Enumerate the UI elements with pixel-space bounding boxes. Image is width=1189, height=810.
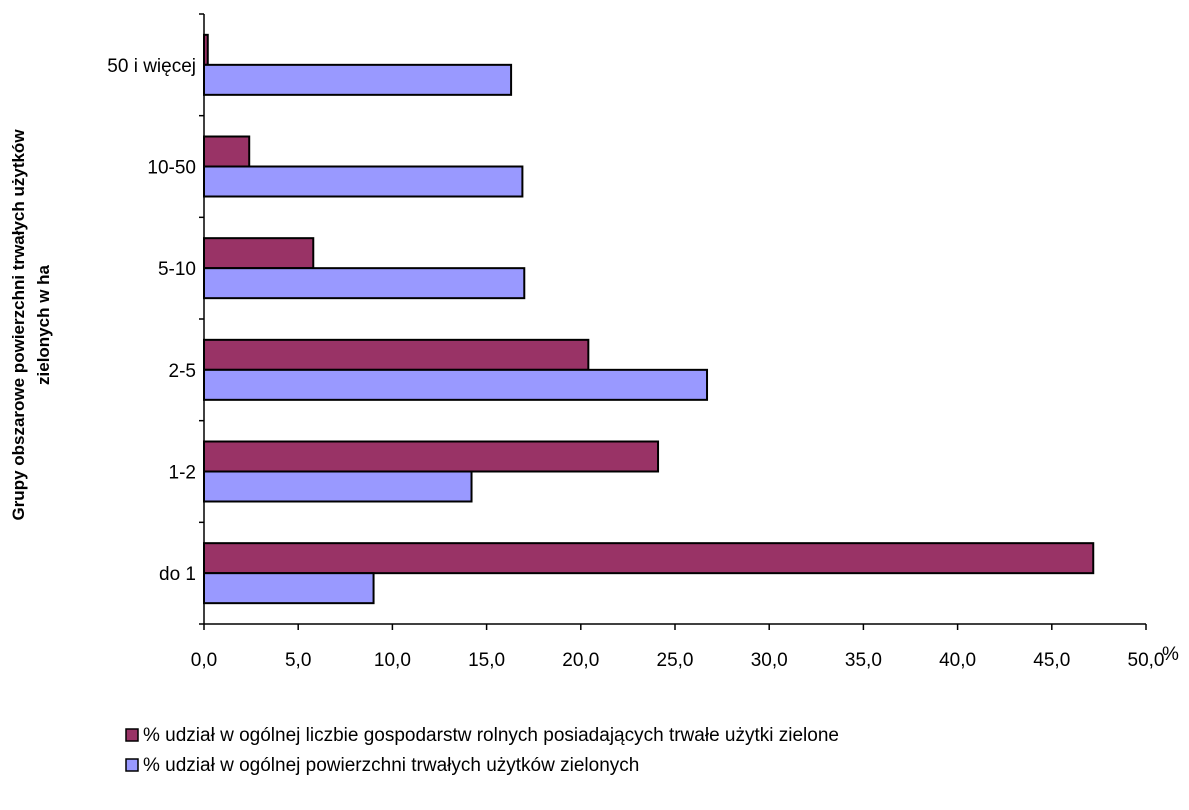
bar-farms-4 [203, 135, 251, 168]
x-tick-label-2: 10,0 [374, 650, 411, 671]
x-tick-label-0: 0,0 [191, 650, 217, 671]
x-tick-label-8: 40,0 [939, 650, 976, 671]
bar-area-1 [203, 470, 473, 503]
x-tick-label-3: 15,0 [468, 650, 505, 671]
x-tick-label-4: 20,0 [562, 650, 599, 671]
y-tick-label-5: 50 i więcej [107, 56, 196, 77]
bar-area-0 [203, 572, 375, 605]
y-tick-label-2: 2-5 [169, 361, 196, 382]
y-tick-label-4: 10-50 [147, 158, 196, 179]
legend-swatch-1 [125, 758, 139, 772]
bar-area-3 [203, 267, 526, 300]
x-tick-label-5: 25,0 [657, 650, 694, 671]
legend: % udział w ogólnej liczbie gospodarstw r… [125, 725, 839, 776]
legend-swatch-0 [125, 728, 139, 742]
y-axis-label-line-1: Grupy obszarowe powierzchni trwałych uży… [9, 129, 28, 521]
bar-farms-0 [203, 542, 1095, 575]
x-axis-unit: % [1162, 644, 1179, 665]
bar-farms-2 [203, 338, 590, 371]
legend-label-1: % udział w ogólnej powierzchni trwałych … [143, 755, 639, 776]
x-tick-label-7: 35,0 [845, 650, 882, 671]
plot-area: do 1 1-2 2-5 5-10 10-50 50 i więcej 0,0 5,0 10,0… [107, 13, 1179, 671]
x-tick-label-9: 45,0 [1033, 650, 1070, 671]
bar-area-2 [203, 368, 709, 401]
bar-area-4 [203, 165, 524, 198]
y-axis-label-line-2: zielonych w ha [34, 264, 53, 385]
x-tick-label-10: 50,0 [1128, 650, 1165, 671]
x-tick-label-1: 5,0 [285, 650, 311, 671]
y-tick-label-0: do 1 [159, 564, 196, 585]
bar-farms-1 [203, 440, 660, 473]
y-tick-label-3: 5-10 [158, 259, 196, 280]
y-tick-label-1: 1-2 [169, 463, 196, 484]
y-axis-label: Grupy obszarowe powierzchni trwałych uży… [9, 129, 53, 521]
bar-farms-3 [203, 237, 315, 270]
legend-label-0: % udział w ogólnej liczbie gospodarstw r… [143, 725, 839, 746]
bar-area-5 [203, 63, 513, 96]
x-tick-label-6: 30,0 [751, 650, 788, 671]
